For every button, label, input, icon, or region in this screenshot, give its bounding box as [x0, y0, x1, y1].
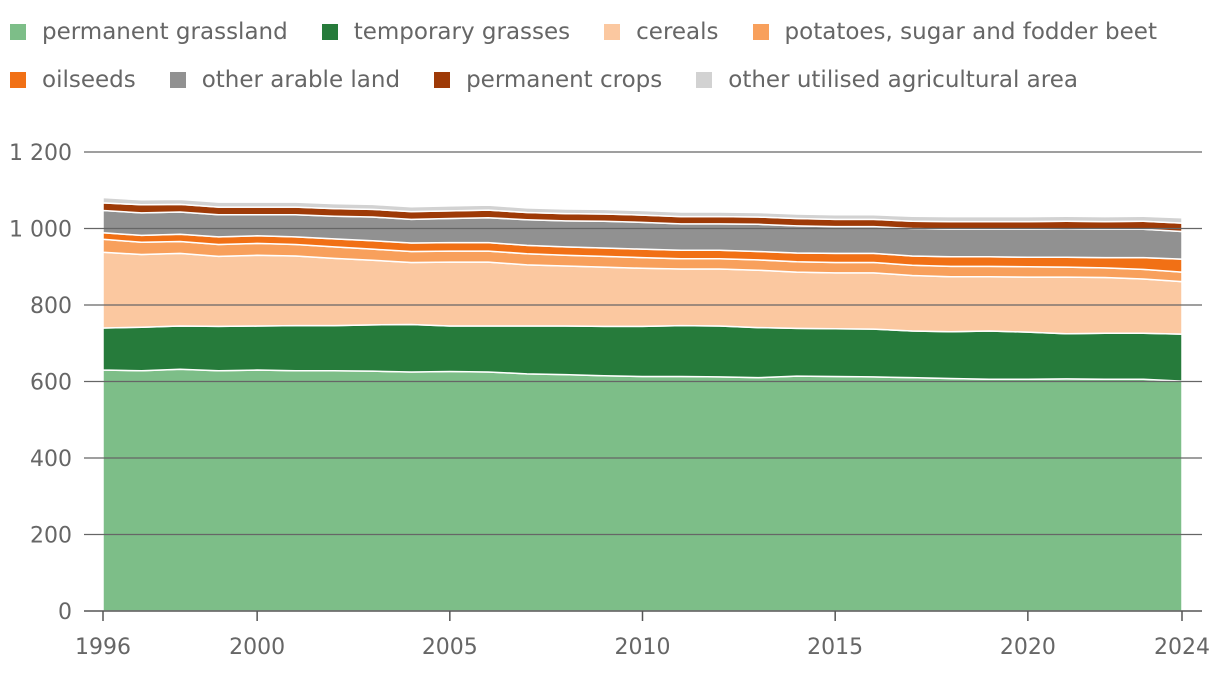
area-permanent-grassland[interactable]	[102, 368, 1183, 612]
legend: permanent grassland temporary grasses ce…	[10, 8, 1210, 104]
legend-label: cereals	[636, 19, 719, 45]
y-tick-label: 400	[30, 447, 72, 472]
legend-label: oilseeds	[42, 67, 136, 93]
y-tick-label: 0	[58, 600, 72, 625]
legend-item-temporary-grasses[interactable]: temporary grasses	[321, 19, 571, 45]
legend-item-oilseeds[interactable]: oilseeds	[10, 67, 136, 93]
y-tick-label: 1 000	[9, 218, 72, 243]
legend-label: other utilised agricultural area	[728, 67, 1078, 93]
legend-label: permanent crops	[466, 67, 663, 93]
legend-item-cereals[interactable]: cereals	[604, 19, 719, 45]
legend-swatch	[321, 24, 338, 40]
legend-label: temporary grasses	[353, 19, 571, 45]
legend-item-permanent-grassland[interactable]: permanent grassland	[10, 19, 288, 45]
y-tick-label: 600	[30, 371, 72, 396]
x-tick-label: 2015	[807, 635, 863, 660]
legend-item-other-arable-land[interactable]: other arable land	[169, 67, 401, 93]
legend-row-2: oilseeds other arable land permanent cro…	[10, 56, 1210, 104]
legend-swatch	[434, 72, 451, 88]
legend-label: potatoes, sugar and fodder beet	[784, 19, 1157, 45]
x-axis: 1996 2000 2005 2010 2015 2020 2024	[75, 611, 1210, 660]
legend-row-1: permanent grassland temporary grasses ce…	[10, 8, 1210, 56]
x-tick-label: 2005	[422, 635, 478, 660]
x-tick-label: 2010	[615, 635, 671, 660]
legend-swatch	[604, 24, 621, 40]
legend-item-other-utilised-agricultural-area[interactable]: other utilised agricultural area	[696, 67, 1078, 93]
legend-swatch	[696, 72, 713, 88]
x-tick-label: 2024	[1154, 635, 1210, 660]
legend-swatch	[752, 24, 769, 40]
y-axis: 0 200 400 600 800 1 000 1 200	[9, 141, 72, 625]
legend-swatch	[169, 72, 186, 88]
y-tick-label: 800	[30, 294, 72, 319]
legend-item-permanent-crops[interactable]: permanent crops	[434, 67, 662, 93]
legend-label: permanent grassland	[42, 19, 288, 45]
legend-swatch	[10, 24, 26, 40]
area-series-group	[102, 196, 1183, 612]
x-tick-label: 1996	[75, 635, 131, 660]
legend-label: other arable land	[201, 67, 401, 93]
y-tick-label: 200	[30, 524, 72, 549]
legend-item-potatoes-sugar-fodder-beet[interactable]: potatoes, sugar and fodder beet	[752, 19, 1157, 45]
x-tick-label: 2020	[1000, 635, 1056, 660]
legend-swatch	[10, 72, 26, 88]
area-other-utilised-agricultural-area[interactable]	[102, 196, 1183, 224]
y-tick-label: 1 200	[9, 141, 72, 166]
x-tick-label: 2000	[229, 635, 285, 660]
